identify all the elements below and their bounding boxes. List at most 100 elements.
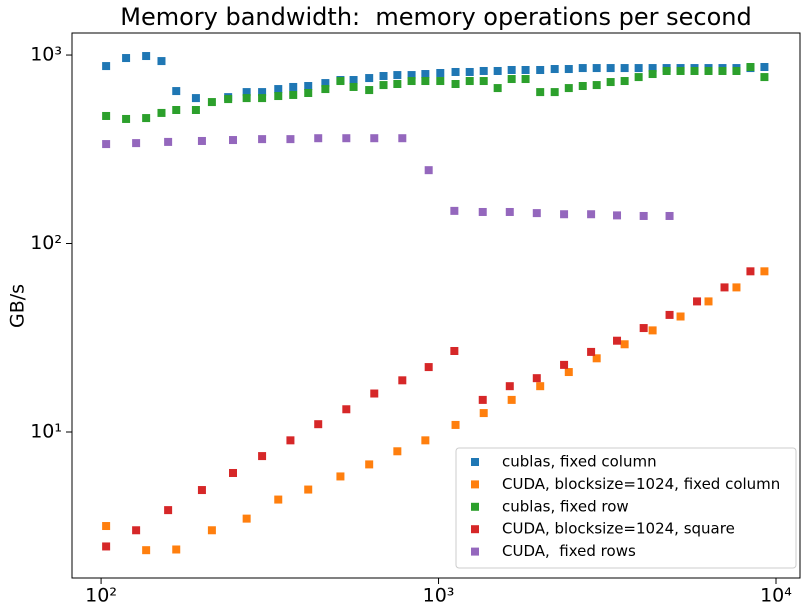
legend-swatch: [471, 480, 479, 489]
point: [274, 495, 283, 504]
point: [478, 395, 487, 404]
point: [207, 526, 216, 535]
point: [258, 88, 267, 97]
point: [164, 506, 173, 515]
point: [349, 76, 358, 85]
point: [242, 88, 251, 97]
point: [421, 70, 430, 79]
point: [229, 136, 238, 145]
point: [336, 77, 345, 86]
point: [676, 312, 685, 321]
point: [258, 452, 267, 461]
point: [592, 81, 601, 90]
point: [465, 77, 474, 86]
point: [620, 340, 629, 349]
point: [122, 114, 131, 123]
point: [493, 84, 502, 93]
point: [142, 52, 151, 61]
point: [258, 94, 267, 103]
point: [365, 460, 374, 469]
point: [164, 137, 173, 146]
point: [451, 67, 460, 76]
legend-label: cublas, fixed row: [502, 497, 629, 515]
point: [450, 346, 459, 355]
point: [132, 139, 141, 148]
point: [407, 71, 416, 80]
point: [122, 54, 131, 63]
point: [634, 73, 643, 82]
point: [592, 64, 601, 73]
point: [314, 420, 323, 429]
point: [304, 88, 313, 97]
point: [436, 77, 445, 86]
point: [172, 87, 181, 96]
point: [465, 67, 474, 76]
point: [606, 64, 615, 73]
point: [690, 66, 699, 75]
point: [286, 436, 295, 445]
point: [536, 382, 545, 391]
point: [393, 447, 402, 456]
chart-title: Memory bandwidth: memory operations per …: [120, 3, 751, 31]
point: [639, 211, 648, 220]
point: [606, 78, 615, 87]
point: [493, 66, 502, 75]
point: [342, 405, 351, 414]
point: [370, 389, 379, 398]
point: [258, 135, 267, 144]
point: [532, 209, 541, 218]
point: [536, 88, 545, 97]
point: [451, 420, 460, 429]
point: [704, 297, 713, 306]
point: [665, 211, 674, 220]
point: [321, 79, 330, 88]
point: [620, 64, 629, 73]
point: [564, 368, 573, 377]
legend-swatch: [471, 458, 479, 466]
point: [393, 71, 402, 80]
point: [760, 73, 769, 82]
point: [536, 65, 545, 74]
point: [142, 114, 151, 123]
point: [424, 363, 433, 372]
plot-frame: [71, 32, 801, 579]
point: [304, 485, 313, 494]
point: [613, 336, 622, 345]
point: [578, 82, 587, 91]
point: [613, 211, 622, 220]
point: [421, 436, 430, 445]
point: [342, 134, 351, 143]
point: [197, 136, 206, 145]
point: [289, 82, 298, 91]
point: [550, 88, 559, 97]
point: [634, 64, 643, 73]
point: [242, 94, 251, 103]
x-tick-label: 10³: [423, 585, 455, 607]
point: [732, 66, 741, 75]
point: [479, 77, 488, 86]
y-axis-label: GB/s: [7, 284, 29, 328]
point: [424, 166, 433, 175]
point: [479, 66, 488, 75]
point: [665, 310, 674, 319]
point: [560, 210, 569, 219]
legend-swatch: [471, 547, 479, 556]
point: [564, 65, 573, 74]
point: [451, 80, 460, 89]
point: [289, 90, 298, 99]
point: [676, 66, 685, 75]
point: [157, 108, 166, 117]
point: [191, 105, 200, 114]
point: [349, 82, 358, 91]
point: [479, 409, 488, 418]
point: [407, 77, 416, 86]
point: [639, 324, 648, 333]
point: [746, 63, 755, 72]
point: [450, 206, 459, 215]
y-tick-label: 10³: [30, 44, 62, 66]
point: [560, 360, 569, 369]
point: [478, 207, 487, 216]
point: [620, 77, 629, 86]
point: [157, 57, 166, 66]
